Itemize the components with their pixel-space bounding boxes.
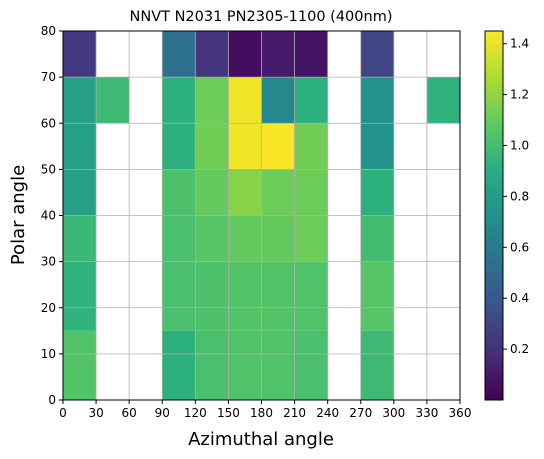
heatmap-cell xyxy=(360,31,394,78)
x-tick-label: 330 xyxy=(415,406,438,420)
heatmap-cell xyxy=(294,123,328,170)
x-tick-label: 30 xyxy=(88,406,103,420)
y-tick-label: 30 xyxy=(41,255,56,269)
heatmap-cell xyxy=(360,261,394,331)
heatmap-cell xyxy=(162,31,196,78)
x-tick-label: 90 xyxy=(155,406,170,420)
colorbar-tick-label: 1.2 xyxy=(510,88,529,102)
heatmap-cell xyxy=(261,123,295,170)
x-axis-ticks: 0 30 60 90 120 150 180 210 240 270 300 330 360 xyxy=(59,400,471,420)
heatmap-cell xyxy=(228,31,262,78)
x-tick-label: 180 xyxy=(250,406,273,420)
y-axis-ticks: 0 10 20 30 40 50 60 70 80 xyxy=(41,24,63,407)
heatmap-cell xyxy=(294,261,328,331)
heatmap-cell xyxy=(261,77,295,124)
heatmap-cell xyxy=(228,169,262,216)
x-tick-label: 60 xyxy=(122,406,137,420)
x-tick-label: 360 xyxy=(449,406,472,420)
heatmap-cell xyxy=(261,261,295,331)
heatmap-cell xyxy=(294,330,328,400)
colorbar-tick-label: 0.2 xyxy=(510,342,529,356)
heatmap-cell xyxy=(294,31,328,78)
heatmap-cell xyxy=(195,215,229,262)
y-tick-label: 10 xyxy=(41,347,56,361)
heatmap-cell xyxy=(63,77,97,124)
heatmap-cell xyxy=(195,169,229,216)
chart-title: NNVT N2031 PN2305-1100 (400nm) xyxy=(130,9,393,25)
x-axis-label: Azimuthal angle xyxy=(188,429,334,450)
heatmap-cell xyxy=(195,330,229,400)
x-tick-label: 150 xyxy=(217,406,240,420)
heatmap-cell xyxy=(228,261,262,331)
colorbar-ticks: 0.2 0.4 0.6 0.8 1.0 1.2 1.4 xyxy=(503,37,529,356)
y-tick-label: 0 xyxy=(48,393,56,407)
heatmap-cell xyxy=(228,215,262,262)
y-tick-label: 50 xyxy=(41,162,56,176)
colorbar-tick-label: 1.0 xyxy=(510,139,529,153)
heatmap-cell xyxy=(195,123,229,170)
x-tick-label: 240 xyxy=(316,406,339,420)
x-tick-label: 300 xyxy=(382,406,405,420)
y-axis-label: Polar angle xyxy=(8,165,29,265)
heatmap-cell xyxy=(360,330,394,400)
heatmap-cell xyxy=(63,31,97,78)
heatmap-cell xyxy=(63,261,97,331)
x-tick-label: 270 xyxy=(349,406,372,420)
colorbar-tick-label: 0.8 xyxy=(510,189,529,203)
heatmap-cell xyxy=(261,330,295,400)
heatmap-cell xyxy=(261,169,295,216)
heatmap-cell xyxy=(360,215,394,262)
heatmap-cell xyxy=(162,330,196,400)
y-tick-label: 80 xyxy=(41,24,56,38)
colorbar-tick-label: 1.4 xyxy=(510,37,529,51)
heatmap-cell xyxy=(426,77,460,124)
heatmap-cell xyxy=(294,77,328,124)
y-tick-label: 20 xyxy=(41,301,56,315)
y-tick-label: 70 xyxy=(41,70,56,84)
heatmap-cell xyxy=(63,215,97,262)
heatmap-cell xyxy=(195,31,229,78)
x-tick-label: 120 xyxy=(184,406,207,420)
colorbar-tick-label: 0.4 xyxy=(510,291,529,305)
heatmap-cell xyxy=(195,261,229,331)
heatmap-cell xyxy=(162,215,196,331)
heatmap-cell xyxy=(162,169,196,216)
x-tick-label: 0 xyxy=(59,406,67,420)
colorbar xyxy=(484,30,504,401)
x-tick-label: 210 xyxy=(283,406,306,420)
heatmap-cells xyxy=(63,31,460,400)
heatmap-cell xyxy=(63,330,97,400)
heatmap-cell xyxy=(195,77,229,124)
heatmap-cell xyxy=(228,330,262,400)
heatmap-cell xyxy=(360,169,394,216)
heatmap-cell xyxy=(261,215,295,262)
y-tick-label: 40 xyxy=(41,209,56,223)
heatmap-cell xyxy=(96,77,130,124)
heatmap-cell xyxy=(261,31,295,78)
colorbar-tick-label: 0.6 xyxy=(510,240,529,254)
y-tick-label: 60 xyxy=(41,116,56,130)
